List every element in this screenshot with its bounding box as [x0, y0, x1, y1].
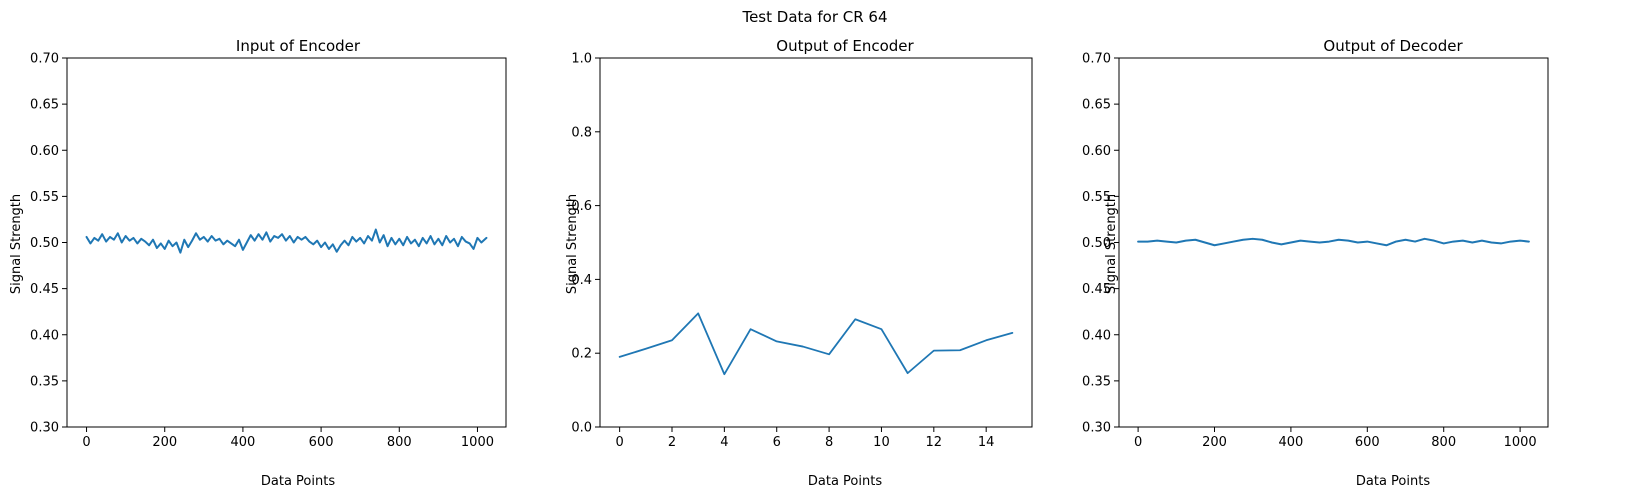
x-tick-label: 6 — [773, 435, 781, 450]
x-tick-label: 0 — [615, 435, 623, 450]
y-tick-label: 0.65 — [30, 98, 59, 113]
x-tick-label: 600 — [309, 435, 334, 450]
x-tick-label: 600 — [1355, 435, 1380, 450]
y-tick-label: 0.4 — [571, 273, 592, 288]
y-tick-label: 0.50 — [1082, 236, 1111, 251]
chart-output-of-encoder: Output of Encoder Data Points Signal Str… — [565, 37, 1033, 489]
y-tick-label: 0.40 — [1082, 328, 1111, 343]
y-tick-label: 0.45 — [30, 282, 59, 297]
y-tick-label: 1.0 — [571, 52, 592, 67]
y-tick-label: 0.30 — [30, 421, 59, 436]
x-tick-label: 800 — [1431, 435, 1456, 450]
x-axis-label: Data Points — [808, 474, 882, 489]
x-tick-label: 200 — [1202, 435, 1227, 450]
y-tick-label: 0.35 — [1082, 374, 1111, 389]
plot-area-frame — [599, 57, 1033, 428]
y-tick-label: 0.45 — [1082, 282, 1111, 297]
y-tick-label: 0.50 — [30, 236, 59, 251]
x-tick-label: 14 — [978, 435, 995, 450]
y-axis-label: Signal Strength — [9, 194, 24, 294]
y-tick-label: 0.55 — [1082, 190, 1111, 205]
x-tick-label: 1000 — [461, 435, 494, 450]
y-tick-label: 0.70 — [1082, 52, 1111, 67]
figure-suptitle: Test Data for CR 64 — [741, 8, 887, 26]
series-line-0 — [85, 228, 488, 254]
chart-input-of-encoder: Input of Encoder Data Points Signal Stre… — [9, 37, 507, 489]
x-tick-label: 12 — [926, 435, 943, 450]
y-tick-label: 0.2 — [571, 347, 592, 362]
series-line-0 — [1137, 237, 1530, 247]
y-tick-label: 0.35 — [30, 374, 59, 389]
x-tick-label: 10 — [873, 435, 890, 450]
x-tick-label: 200 — [152, 435, 177, 450]
x-tick-label: 400 — [230, 435, 255, 450]
x-tick-label: 2 — [668, 435, 676, 450]
y-axis-label: Signal Strength — [1104, 194, 1119, 294]
chart-title: Output of Encoder — [776, 37, 914, 55]
x-tick-label: 0 — [1134, 435, 1142, 450]
y-tick-label: 0.55 — [30, 190, 59, 205]
y-tick-label: 0.40 — [30, 328, 59, 343]
chart-output-of-decoder: Output of Decoder Data Points Signal Str… — [1082, 37, 1549, 489]
chart-title: Input of Encoder — [236, 37, 361, 55]
series-line-0 — [618, 312, 1014, 376]
y-tick-label: 0.60 — [30, 144, 59, 159]
x-tick-label: 400 — [1278, 435, 1303, 450]
y-tick-label: 0.8 — [571, 125, 592, 140]
plot-area-frame — [1118, 57, 1549, 428]
x-tick-label: 4 — [720, 435, 728, 450]
y-tick-label: 0.65 — [1082, 98, 1111, 113]
y-tick-label: 0.6 — [571, 199, 592, 214]
x-axis-label: Data Points — [1356, 474, 1430, 489]
y-tick-label: 0.70 — [30, 52, 59, 67]
y-axis-label: Signal Strength — [565, 194, 580, 294]
chart-title: Output of Decoder — [1323, 37, 1463, 55]
y-tick-label: 0.30 — [1082, 421, 1111, 436]
x-tick-label: 1000 — [1504, 435, 1537, 450]
x-axis-label: Data Points — [261, 474, 335, 489]
x-tick-label: 800 — [387, 435, 412, 450]
x-tick-label: 0 — [82, 435, 90, 450]
y-tick-label: 0.0 — [571, 421, 592, 436]
y-tick-label: 0.60 — [1082, 144, 1111, 159]
x-tick-label: 8 — [825, 435, 833, 450]
